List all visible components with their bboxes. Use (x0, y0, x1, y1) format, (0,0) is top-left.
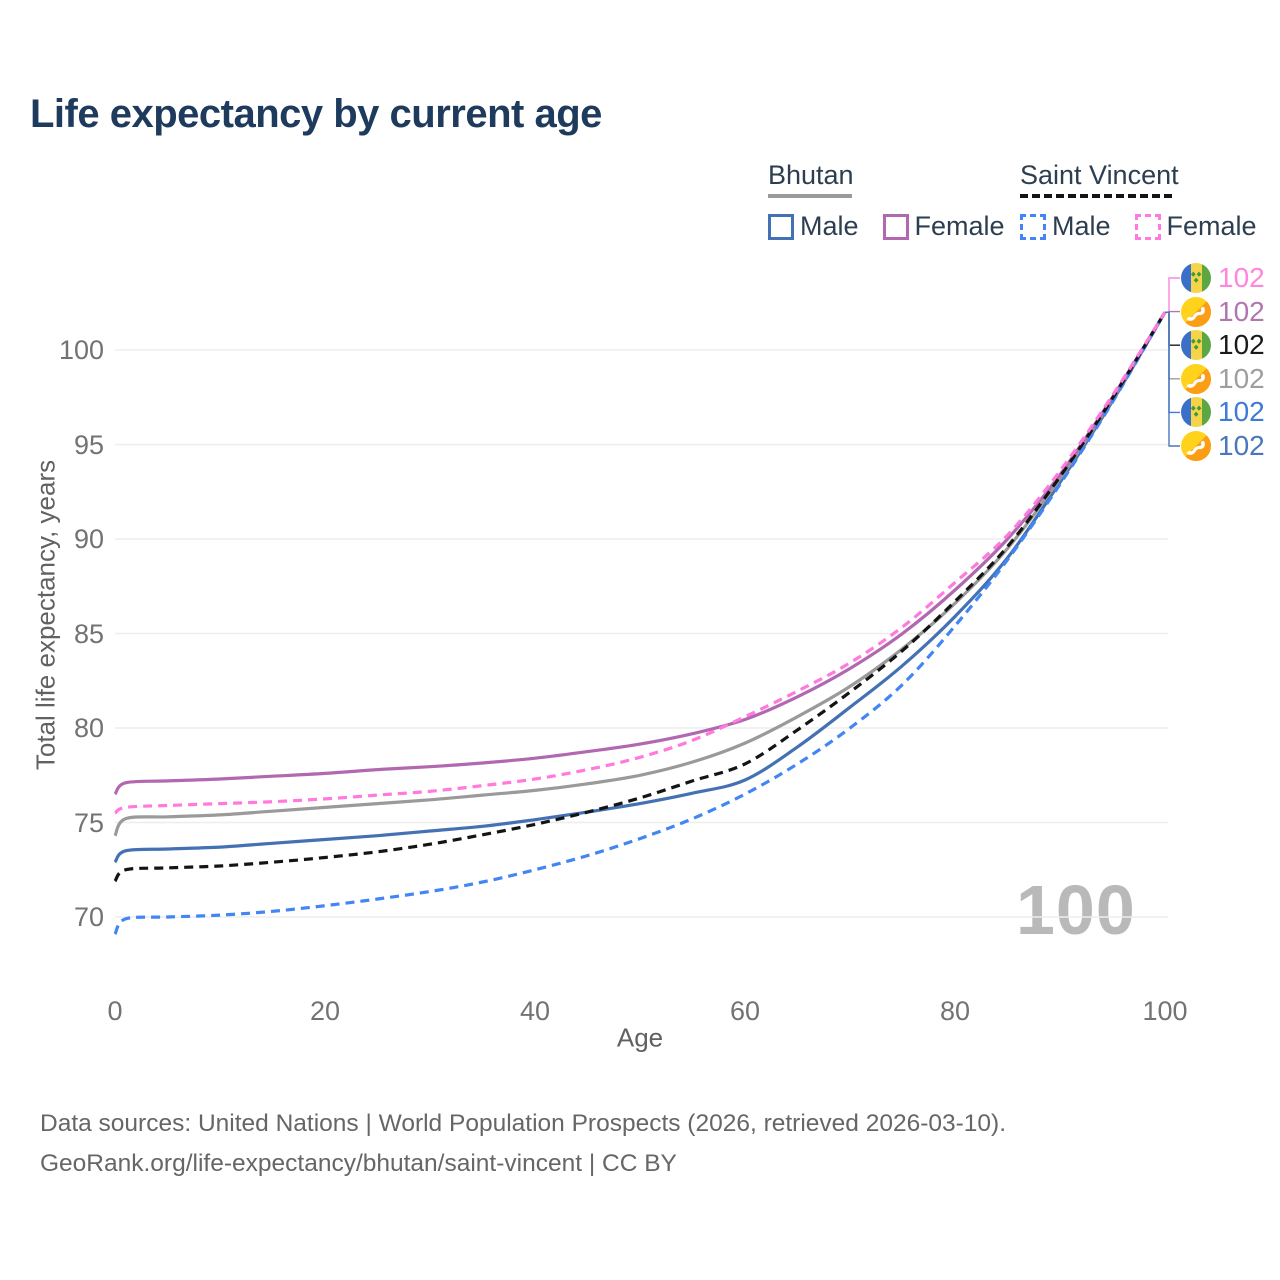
y-tick-label-100: 100 (58, 335, 104, 365)
legend-label-saint-vincent-female[interactable]: Female (1166, 211, 1257, 241)
legend-swatch-saint-vincent-male[interactable] (1020, 213, 1046, 240)
legend-label-bhutan-male[interactable]: Male (800, 211, 859, 241)
x-tick-label-20: 20 (309, 996, 341, 1026)
series-line-bhutan-male[interactable] (113, 311, 1167, 864)
saint-vincent-flag-icon (1181, 263, 1211, 293)
y-tick-label-80: 80 (73, 713, 104, 743)
page-title: Life expectancy by current age (30, 92, 602, 136)
endpoint-label-bhutan-total: 102 (1181, 362, 1265, 394)
gridlines (115, 349, 1168, 918)
legend-swatch-bhutan-female[interactable] (882, 213, 909, 240)
y-tick-label-85: 85 (73, 618, 104, 649)
current-age-watermark: 100 (1016, 871, 1136, 949)
legend-linestyle-bhutan (768, 194, 852, 198)
data-source-footer: Data sources: United Nations | World Pop… (40, 1104, 1006, 1184)
x-tick-label-80: 80 (939, 996, 971, 1026)
saint-vincent-flag-icon (1181, 397, 1211, 427)
legend-label-saint-vincent-male[interactable]: Male (1052, 211, 1111, 241)
x-tick-label-100: 100 (1142, 996, 1188, 1026)
series-line-saint-vincent-male[interactable] (113, 311, 1167, 935)
endpoint-value: 102 (1218, 295, 1265, 327)
series-line-bhutan[interactable] (113, 311, 1167, 837)
legend-title-saint-vincent[interactable]: Saint Vincent (1020, 160, 1179, 190)
legend-group-bhutan: Bhutan Male Female (768, 160, 1029, 242)
endpoint-connectors (1165, 277, 1180, 447)
endpoint-value: 102 (1218, 329, 1265, 361)
bhutan-flag-icon (1181, 431, 1211, 461)
legend-label-bhutan-female[interactable]: Female (914, 211, 1005, 241)
data-source-line: Data sources: United Nations | World Pop… (40, 1110, 1007, 1137)
endpoint-connector (1165, 311, 1180, 447)
legend-group-saint-vincent: Saint Vincent Male Female (1020, 160, 1280, 242)
endpoint-value: 102 (1218, 430, 1265, 461)
attribution-line: GeoRank.org/life-expectancy/bhutan/saint… (40, 1150, 677, 1177)
legend-linestyle-saint-vincent (1020, 194, 1172, 198)
endpoint-connector (1165, 311, 1180, 346)
endpoint-connector (1165, 311, 1180, 414)
endpoint-value: 102 (1218, 262, 1265, 293)
series-lines (113, 311, 1167, 935)
series-line-saint-vincent[interactable] (113, 311, 1167, 883)
x-tick-label-0: 0 (107, 996, 123, 1026)
saint-vincent-flag-icon (1181, 330, 1211, 360)
y-axis-ticks: 70 75 80 85 90 95 100 (0, 0, 104, 1280)
x-axis-title: Age (616, 1022, 664, 1053)
series-line-bhutan-female[interactable] (113, 311, 1167, 796)
legend-swatch-saint-vincent-female[interactable] (1134, 213, 1161, 240)
y-tick-label-90: 90 (73, 524, 104, 554)
endpoint-label-sv-female: 102 (1181, 262, 1265, 293)
y-tick-label-95: 95 (73, 429, 104, 460)
endpoint-label-sv-male: 102 (1181, 396, 1265, 428)
bhutan-flag-icon (1181, 364, 1211, 394)
endpoint-label-bhutan-female: 102 (1181, 295, 1265, 327)
endpoint-value: 102 (1218, 362, 1265, 394)
bhutan-flag-icon (1181, 297, 1211, 327)
y-tick-label-70: 70 (73, 902, 104, 932)
endpoint-label-bhutan-male: 102 (1181, 430, 1265, 461)
endpoint-value: 102 (1218, 396, 1265, 428)
legend-title-bhutan[interactable]: Bhutan (768, 160, 854, 190)
x-tick-label-40: 40 (519, 996, 551, 1026)
legend-swatch-bhutan-male[interactable] (768, 213, 794, 240)
x-tick-label-60: 60 (729, 996, 761, 1026)
y-tick-label-75: 75 (73, 807, 104, 838)
endpoint-label-sv-total: 102 (1181, 329, 1265, 361)
series-line-saint-vincent-female[interactable] (114, 311, 1167, 815)
endpoint-connector (1165, 277, 1180, 313)
